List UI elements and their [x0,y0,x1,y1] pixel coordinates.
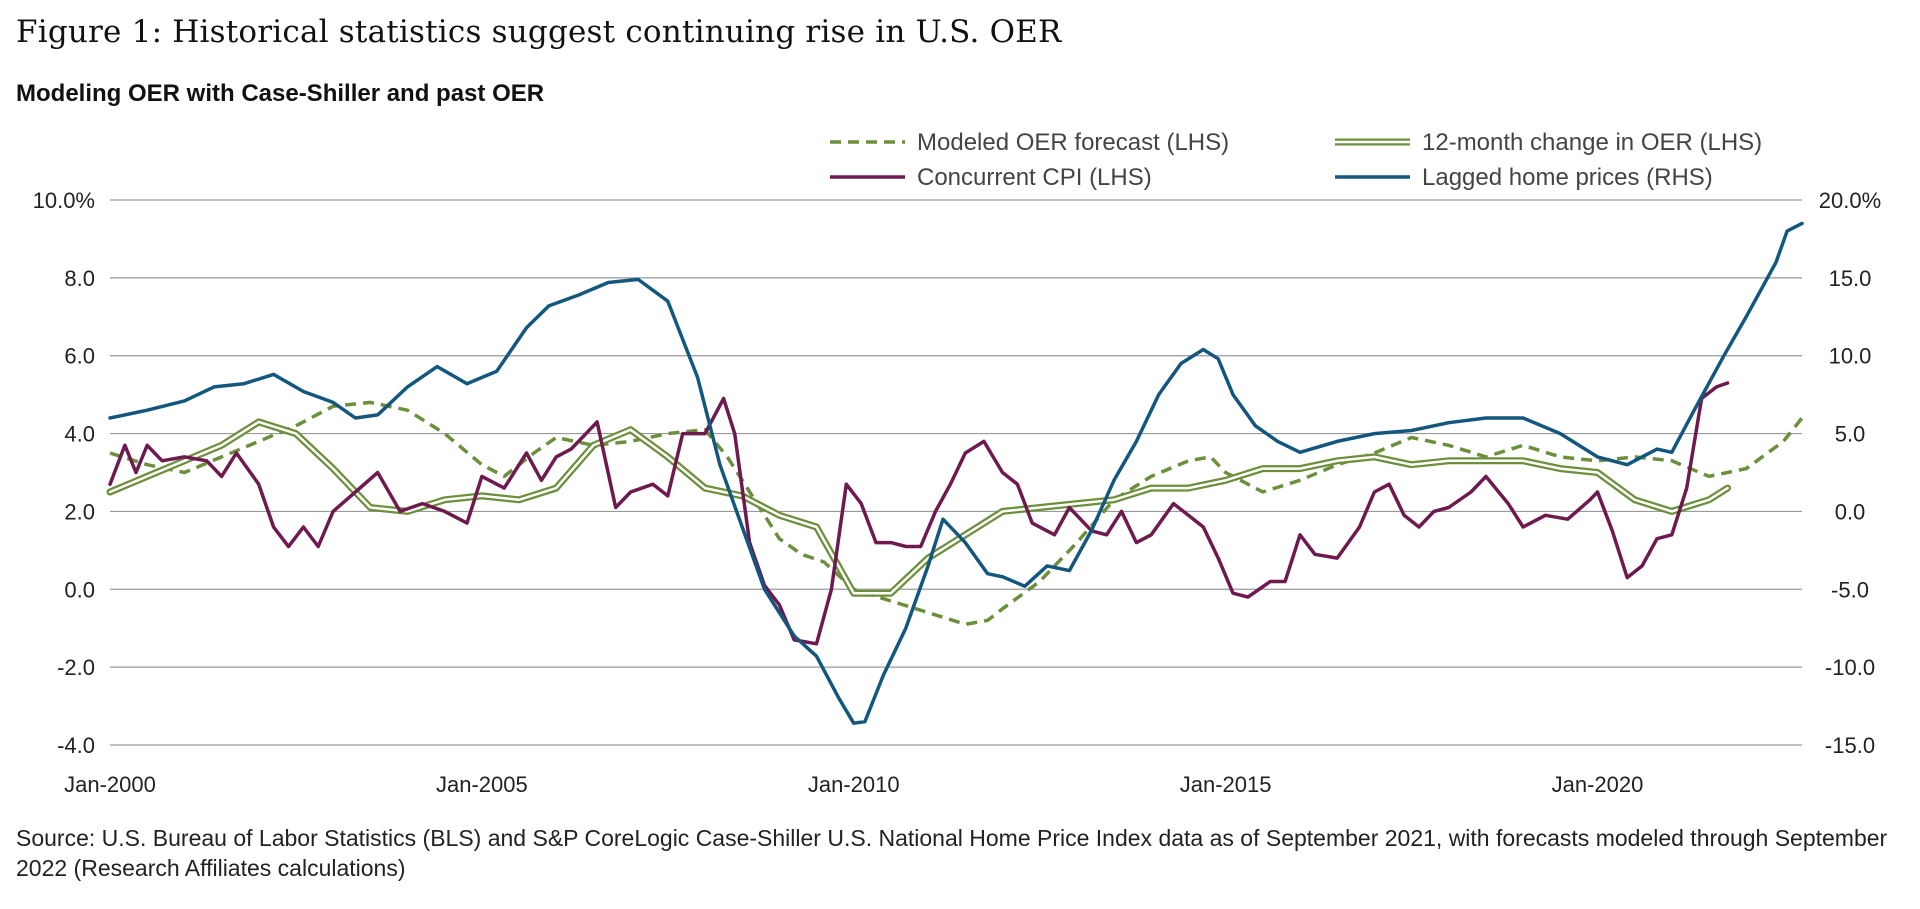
y-right-tick-label: 0.0 [1835,499,1866,524]
y-right-tick-label: 5.0 [1835,422,1866,447]
y-right-tick-label: 10.0 [1829,344,1872,369]
line-chart: 10.0% 8.0 6.0 4.0 2.0 0.0 -2.0 -4.0 20.0% 15.0 10.… [33,129,1882,797]
x-tick-label: Jan-2020 [1552,772,1644,797]
y-right-tick-label: 15.0 [1829,266,1872,291]
cpi-line [108,381,1730,646]
x-tick-label: Jan-2015 [1180,772,1272,797]
axis-ticks: 10.0% 8.0 6.0 4.0 2.0 0.0 -2.0 -4.0 20.0% 15.0 10.… [33,188,1882,797]
y-left-tick-label: 2.0 [64,499,95,524]
y-right-tick-label: -10.0 [1825,655,1875,680]
source-note: Source: U.S. Bureau of Labor Statistics … [16,825,1888,881]
series-lines [106,221,1804,725]
y-left-tick-label: 8.0 [64,266,95,291]
oer-change-line-inner [108,420,1729,595]
x-tick-label: Jan-2010 [808,772,900,797]
legend-label: 12-month change in OER (LHS) [1422,129,1762,156]
y-right-tick-label: 20.0% [1819,188,1881,213]
legend-label: Concurrent CPI (LHS) [917,164,1152,191]
x-tick-label: Jan-2000 [64,772,156,797]
legend: Modeled OER forecast (LHS) 12-month chang… [830,129,1762,191]
y-left-tick-label: 6.0 [64,344,95,369]
y-left-tick-label: -4.0 [57,733,95,758]
y-left-tick-label: 0.0 [64,577,95,602]
legend-label: Lagged home prices (RHS) [1422,164,1713,191]
y-right-tick-label: -5.0 [1831,577,1869,602]
figure-title: Figure 1: Historical statistics suggest … [16,14,1062,50]
y-left-tick-label: -2.0 [57,655,95,680]
y-left-tick-label: 4.0 [64,422,95,447]
chart-subtitle: Modeling OER with Case-Shiller and past … [16,80,545,107]
x-tick-label: Jan-2005 [436,772,528,797]
home-prices-line [108,221,1804,725]
y-left-tick-label: 10.0% [33,188,95,213]
oer-forecast-line [109,400,1804,627]
y-right-tick-label: -15.0 [1825,733,1875,758]
legend-label: Modeled OER forecast (LHS) [917,129,1229,156]
